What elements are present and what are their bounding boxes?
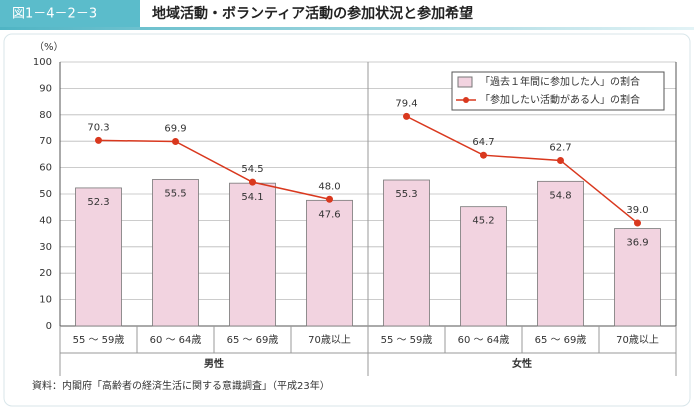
bar-value-label: 45.2 (472, 216, 494, 227)
line-point (480, 151, 487, 159)
line (98, 139, 330, 201)
group-label: 女性 (512, 357, 532, 370)
y-tick-label: 60 (39, 163, 52, 174)
legend-label: 「参加したい活動がある人」の割合 (480, 93, 640, 106)
header-rule (0, 27, 694, 30)
bar (460, 206, 507, 327)
line-point (172, 137, 179, 145)
y-tick-label: 50 (39, 189, 52, 200)
line-value-label: 79.4 (395, 98, 417, 109)
group-label: 男性 (204, 357, 224, 370)
bar-value-label: 54.1 (241, 192, 263, 203)
line-point (95, 136, 102, 144)
line-value-label: 54.5 (241, 164, 263, 175)
line-point (326, 195, 333, 203)
line-value-label: 69.9 (164, 123, 186, 134)
y-tick-label: 30 (39, 242, 52, 253)
y-tick-label: 90 (39, 83, 52, 94)
y-tick-label: 100 (33, 57, 52, 68)
x-tick-label: 60 ～ 64歳 (458, 334, 510, 346)
figure-label: 図1－4－2－3 (12, 7, 97, 22)
x-tick-label: 60 ～ 64歳 (150, 334, 202, 346)
line-point (249, 178, 256, 186)
bar (229, 182, 276, 327)
line-value-label: 48.0 (318, 181, 340, 192)
bar (152, 179, 199, 327)
bar (75, 187, 122, 327)
y-tick-label: 80 (39, 110, 52, 121)
x-tick-label: 65 ～ 69歳 (535, 334, 587, 346)
legend-swatch (457, 76, 473, 88)
bar-value-label: 55.5 (164, 188, 186, 199)
x-tick-label: 70歳以上 (616, 334, 659, 346)
legend-dot (463, 97, 469, 103)
y-tick-label: 10 (39, 295, 52, 306)
x-tick-label: 55 ～ 59歳 (73, 334, 125, 346)
bar-value-label: 54.8 (549, 190, 571, 201)
line-point (634, 219, 641, 227)
y-tick-label: 0 (46, 321, 52, 332)
y-tick-label: 20 (39, 268, 52, 279)
line-point (403, 112, 410, 120)
line-value-label: 64.7 (472, 137, 494, 148)
bar-value-label: 36.9 (626, 238, 648, 249)
line (406, 115, 638, 224)
x-tick-label: 70歳以上 (308, 334, 351, 346)
legend-label: 「過去１年間に参加した人」の割合 (480, 75, 640, 88)
line-point (557, 156, 564, 164)
x-tick-label: 55 ～ 59歳 (381, 334, 433, 346)
line-value-label: 62.7 (549, 142, 571, 153)
figure-label-box (0, 0, 140, 27)
bar (537, 180, 584, 327)
chart-title: 地域活動・ボランティア活動の参加状況と参加希望 (152, 5, 473, 22)
x-tick-label: 65 ～ 69歳 (227, 334, 279, 346)
bar-value-label: 55.3 (395, 189, 417, 200)
bar (614, 228, 661, 327)
panel (3, 33, 691, 407)
bar (306, 199, 353, 327)
bar-value-label: 52.3 (87, 197, 109, 208)
y-tick-label: 40 (39, 215, 52, 226)
bar (383, 179, 430, 327)
y-tick-label: 70 (39, 136, 52, 147)
bar-value-label: 47.6 (318, 209, 340, 220)
source: 資料：内閣府「高齢者の経済生活に関する意識調査」（平成23年） (32, 379, 330, 392)
line-value-label: 70.3 (87, 122, 109, 133)
line-value-label: 39.0 (626, 205, 648, 216)
y-unit: （%） (34, 41, 64, 53)
legend-box (451, 71, 665, 111)
